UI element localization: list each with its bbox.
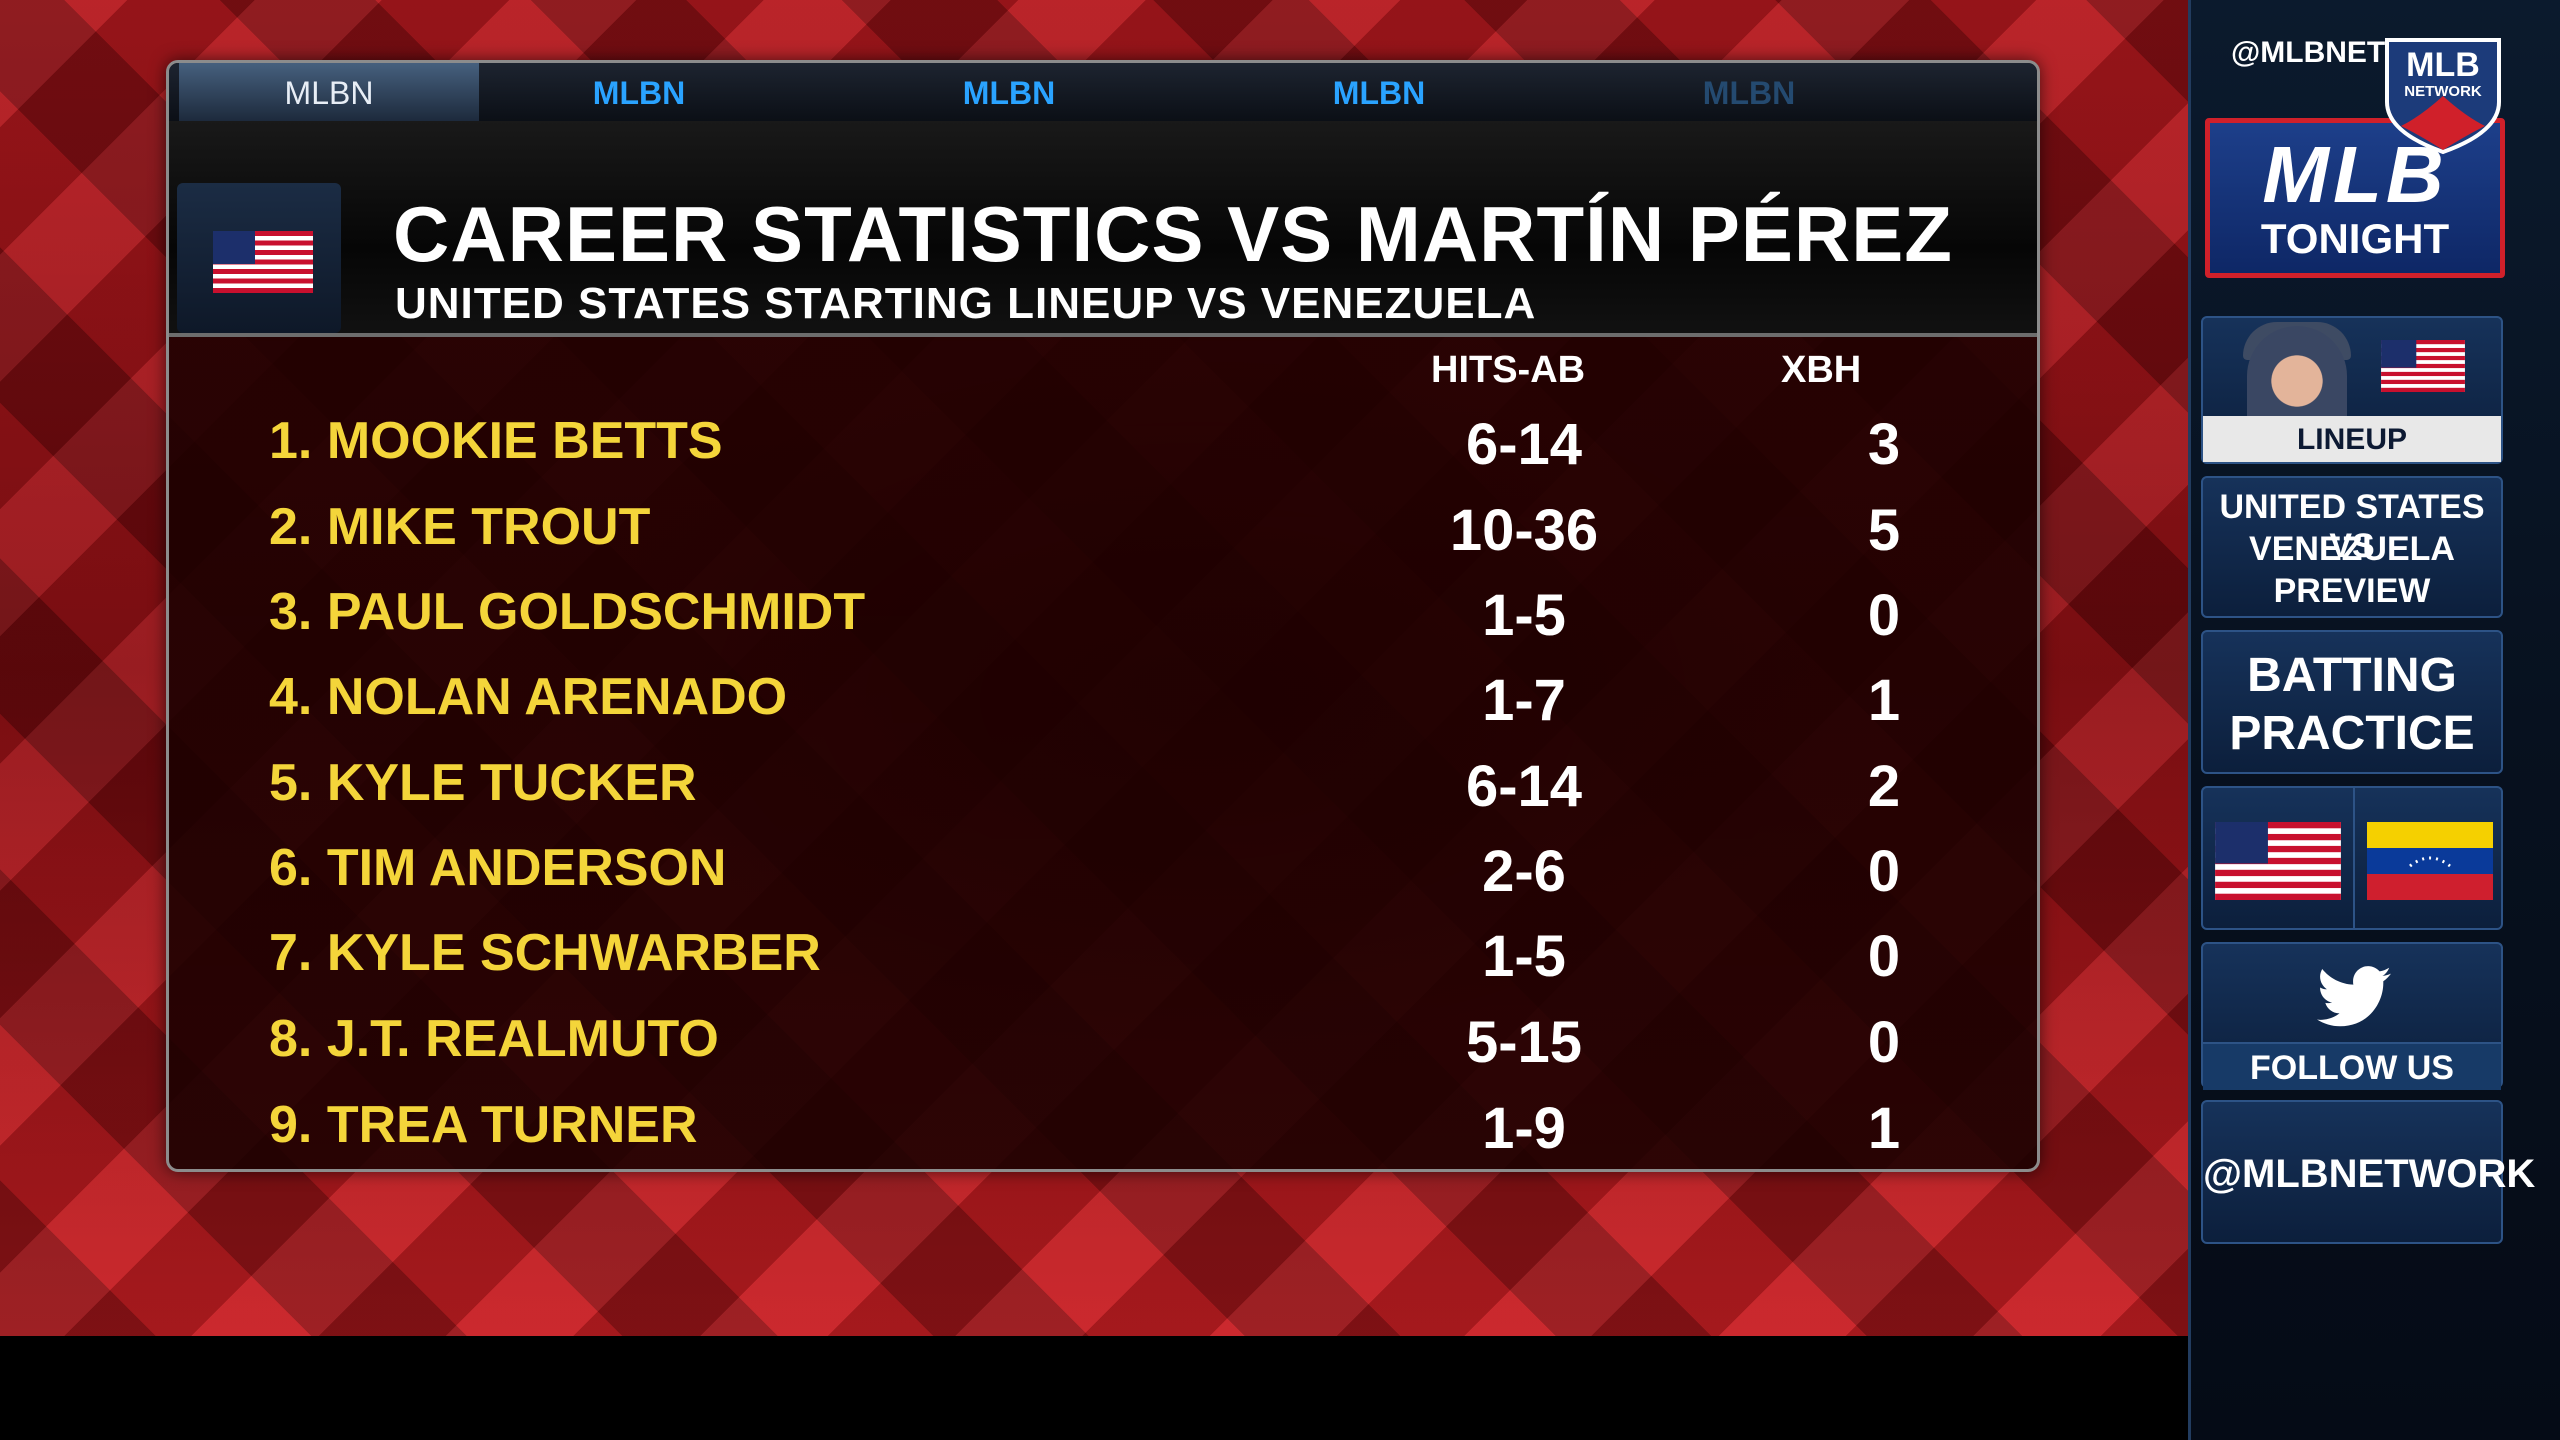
graphic-header: CAREER STATISTICS VS MARTÍN PÉREZ UNITED… <box>169 121 2037 337</box>
divider <box>2353 788 2355 928</box>
lineup-construction-label: LINEUP CONSTRUCTION <box>2203 416 2501 504</box>
lineup-row: 8. J.T. REALMUTO 5-15 0 <box>169 1009 2037 1089</box>
hits-ab-value: 6-14 <box>1465 754 1583 819</box>
lineup-row: 2. MIKE TROUT 10-36 5 <box>169 497 2037 577</box>
column-header-hits-ab: HITS-AB <box>1431 349 1586 391</box>
mlbnetwork-handle-card[interactable]: @MLBNETWORK <box>2201 1100 2536 1244</box>
bp-line-1: BATTING <box>2247 649 2457 702</box>
mlb-network-shield-icon: MLB NETWORK <box>2385 38 2501 155</box>
player-name: 1. MOOKIE BETTS <box>269 412 723 470</box>
preview-card: UNITED STATES VS VENEZUELA PREVIEW <box>2201 476 2503 618</box>
xbh-value: 2 <box>1867 754 1901 819</box>
lineup-row: 3. PAUL GOLDSCHMIDT 1-5 0 <box>169 582 2037 662</box>
hits-ab-value: 1-5 <box>1482 583 1566 648</box>
tab-mlbn-4: MLBN <box>1332 75 1426 111</box>
avatar <box>2247 326 2347 426</box>
player-name: 2. MIKE TROUT <box>269 498 651 556</box>
hits-ab-value: 1-5 <box>1482 924 1566 989</box>
preview-line-2: VENEZUELA <box>2249 530 2455 568</box>
venezuela-flag-icon <box>2367 822 2493 900</box>
us-flag-icon <box>2381 340 2465 392</box>
lineup-construction-card: LINEUP CONSTRUCTION <box>2201 316 2503 504</box>
hits-ab-value: 1-9 <box>1482 1096 1566 1161</box>
tab-mlbn-5: MLBN <box>1702 75 1796 111</box>
lineup-row: 9. TREA TURNER 1-9 1 <box>169 1095 2037 1169</box>
logo-main-text: MLB <box>2262 130 2448 219</box>
lineup-row: 6. TIM ANDERSON 2-6 0 <box>169 838 2037 918</box>
preview-line-1: UNITED STATES VS <box>2219 488 2485 565</box>
lineup-row: 5. KYLE TUCKER 6-14 2 <box>169 753 2037 833</box>
stats-panel: MLBN MLBN MLBN MLBN MLBN CAREER STATISTI… <box>166 60 2040 1172</box>
hits-ab-value: 5-15 <box>1465 1010 1583 1075</box>
player-name: 7. KYLE SCHWARBER <box>269 924 821 982</box>
lineup-row: 4. NOLAN ARENADO 1-7 1 <box>169 667 2037 747</box>
xbh-value: 0 <box>1867 839 1901 904</box>
flags-card <box>2201 786 2503 930</box>
sidebar: @MLBNET MLB TONIGHT MLB NETWORK LINEUP C… <box>2188 0 2560 1440</box>
player-name: 9. TREA TURNER <box>269 1096 698 1154</box>
twitter-handle-top: @MLBNET <box>2231 36 2386 69</box>
xbh-value: 3 <box>1867 412 1901 477</box>
logo-sub-text: TONIGHT <box>2260 215 2450 262</box>
shield-text-network: NETWORK <box>2404 83 2482 100</box>
xbh-value: 0 <box>1867 924 1901 989</box>
player-name: 3. PAUL GOLDSCHMIDT <box>269 583 866 641</box>
us-flag-icon <box>213 231 313 293</box>
tab-mlbn-2: MLBN <box>592 75 686 111</box>
page-title: CAREER STATISTICS VS MARTÍN PÉREZ <box>393 190 1953 278</box>
shield-text-mlb: MLB <box>2406 46 2480 84</box>
page-subtitle: UNITED STATES STARTING LINEUP VS VENEZUE… <box>395 279 1537 328</box>
us-flag-icon <box>2215 822 2341 900</box>
follow-us-card[interactable]: FOLLOW US <box>2201 942 2503 1090</box>
column-header-xbh: XBH <box>1781 349 1862 391</box>
xbh-value: 1 <box>1867 1096 1901 1161</box>
lineup-row: 7. KYLE SCHWARBER 1-5 0 <box>169 923 2037 1003</box>
lineup-row: 1. MOOKIE BETTS 6-14 3 <box>169 411 2037 491</box>
batting-practice-card: BATTING PRACTICE <box>2201 630 2503 774</box>
hits-ab-value: 2-6 <box>1482 839 1566 904</box>
player-name: 5. KYLE TUCKER <box>269 754 697 812</box>
player-name: 8. J.T. REALMUTO <box>269 1010 719 1068</box>
xbh-value: 5 <box>1867 498 1901 563</box>
hits-ab-value: 6-14 <box>1465 412 1583 477</box>
hits-ab-value: 10-36 <box>1449 498 1599 563</box>
bp-line-2: PRACTICE <box>2229 707 2475 760</box>
player-name: 6. TIM ANDERSON <box>269 839 727 897</box>
follow-us-label: FOLLOW US <box>2203 1042 2501 1090</box>
hits-ab-value: 1-7 <box>1482 668 1566 733</box>
xbh-value: 0 <box>1867 583 1901 648</box>
xbh-value: 0 <box>1867 1010 1901 1075</box>
twitter-bird-icon <box>2317 966 2391 1027</box>
preview-line-3: PREVIEW <box>2273 572 2431 610</box>
xbh-value: 1 <box>1867 668 1901 733</box>
twitter-handle-bottom: @MLBNETWORK <box>2203 1152 2536 1196</box>
player-name: 4. NOLAN ARENADO <box>269 668 788 726</box>
tab-mlbn-3: MLBN <box>962 75 1056 111</box>
bottom-black-bar <box>0 1336 2188 1440</box>
flag-box <box>177 183 341 333</box>
mlb-tonight-logo: MLB TONIGHT <box>2205 118 2505 278</box>
network-tab-strip: MLBN MLBN MLBN MLBN MLBN <box>169 63 2037 121</box>
tab-mlbn-1: MLBN <box>179 63 479 121</box>
